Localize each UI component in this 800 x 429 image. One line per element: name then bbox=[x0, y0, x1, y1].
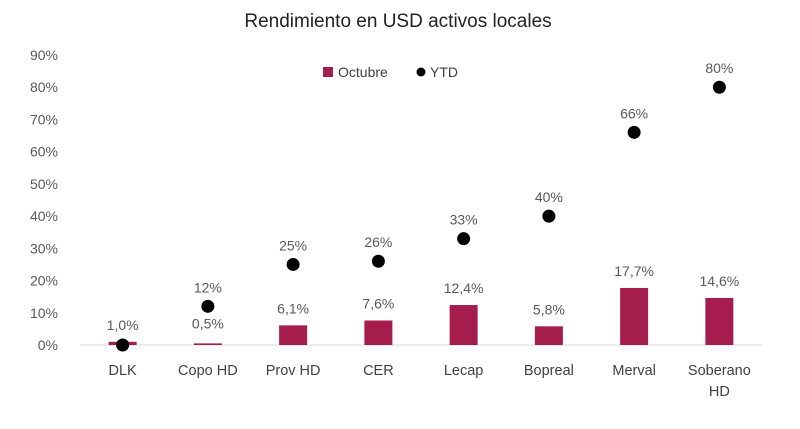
x-tick-label: CER bbox=[363, 363, 394, 379]
bar-data-label: 5,8% bbox=[533, 301, 565, 317]
point-data-label: 33% bbox=[450, 212, 478, 228]
y-tick-label: 60% bbox=[30, 144, 58, 160]
x-tick-label: Soberano bbox=[688, 363, 751, 379]
ytd-point bbox=[457, 232, 471, 246]
legend: Octubre YTD bbox=[323, 64, 458, 80]
bar bbox=[193, 343, 222, 345]
point-series: 12% 25% 26% 33% 40% 66% 80% bbox=[116, 60, 733, 352]
ytd-point bbox=[116, 338, 130, 352]
point-data-label: 40% bbox=[535, 189, 563, 205]
y-tick-label: 70% bbox=[30, 111, 58, 127]
bar-data-label: 0,5% bbox=[192, 315, 224, 331]
bar-series: 1,0% 0,5% 6,1% 7,6% 12,4% 5,8% 17,7% 14,6% bbox=[107, 263, 740, 345]
bar bbox=[705, 297, 734, 345]
bar bbox=[449, 305, 478, 345]
legend-swatch-ytd bbox=[416, 67, 426, 77]
x-tick-label: Merval bbox=[612, 363, 656, 379]
y-axis: 0% 10% 20% 30% 40% 50% 60% 70% 80% 90% bbox=[30, 47, 58, 353]
ytd-point bbox=[712, 80, 726, 94]
y-tick-label: 90% bbox=[30, 47, 58, 63]
x-tick-label: DLK bbox=[109, 363, 138, 379]
legend-label-ytd: YTD bbox=[430, 64, 458, 80]
point-data-label: 12% bbox=[194, 279, 222, 295]
y-tick-label: 30% bbox=[30, 240, 58, 256]
y-tick-label: 10% bbox=[30, 305, 58, 321]
y-tick-label: 80% bbox=[30, 79, 58, 95]
bar-data-label: 12,4% bbox=[444, 280, 484, 296]
ytd-point bbox=[542, 209, 556, 223]
x-tick-label: Copo HD bbox=[178, 363, 238, 379]
bar bbox=[534, 326, 563, 345]
point-data-label: 26% bbox=[364, 234, 392, 250]
y-tick-label: 50% bbox=[30, 176, 58, 192]
y-tick-label: 40% bbox=[30, 208, 58, 224]
x-tick-label: Lecap bbox=[444, 363, 484, 379]
bar-data-label: 1,0% bbox=[107, 317, 139, 333]
ytd-point bbox=[371, 254, 385, 268]
bar-data-label: 7,6% bbox=[362, 296, 394, 312]
x-tick-label: Prov HD bbox=[266, 363, 321, 379]
legend-label-octubre: Octubre bbox=[338, 64, 388, 80]
point-data-label: 66% bbox=[620, 105, 648, 121]
chart-title: Rendimiento en USD activos locales bbox=[244, 11, 551, 32]
y-tick-label: 0% bbox=[38, 337, 58, 353]
x-axis: DLK Copo HD Prov HD CER Lecap Bopreal Merval So… bbox=[80, 344, 762, 400]
legend-swatch-octubre bbox=[323, 67, 333, 77]
point-data-label: 80% bbox=[705, 60, 733, 76]
x-tick-label: HD bbox=[709, 384, 730, 400]
bar-data-label: 6,1% bbox=[277, 300, 309, 316]
ytd-point bbox=[201, 299, 215, 313]
point-data-label: 25% bbox=[279, 237, 307, 253]
ytd-point bbox=[286, 257, 300, 271]
ytd-point bbox=[627, 125, 641, 139]
x-tick-label: Bopreal bbox=[524, 363, 574, 379]
bar-data-label: 14,6% bbox=[700, 273, 740, 289]
bar bbox=[364, 320, 393, 345]
bar bbox=[279, 325, 308, 345]
bar-data-label: 17,7% bbox=[614, 263, 654, 279]
y-tick-label: 20% bbox=[30, 273, 58, 289]
bar bbox=[620, 287, 649, 345]
